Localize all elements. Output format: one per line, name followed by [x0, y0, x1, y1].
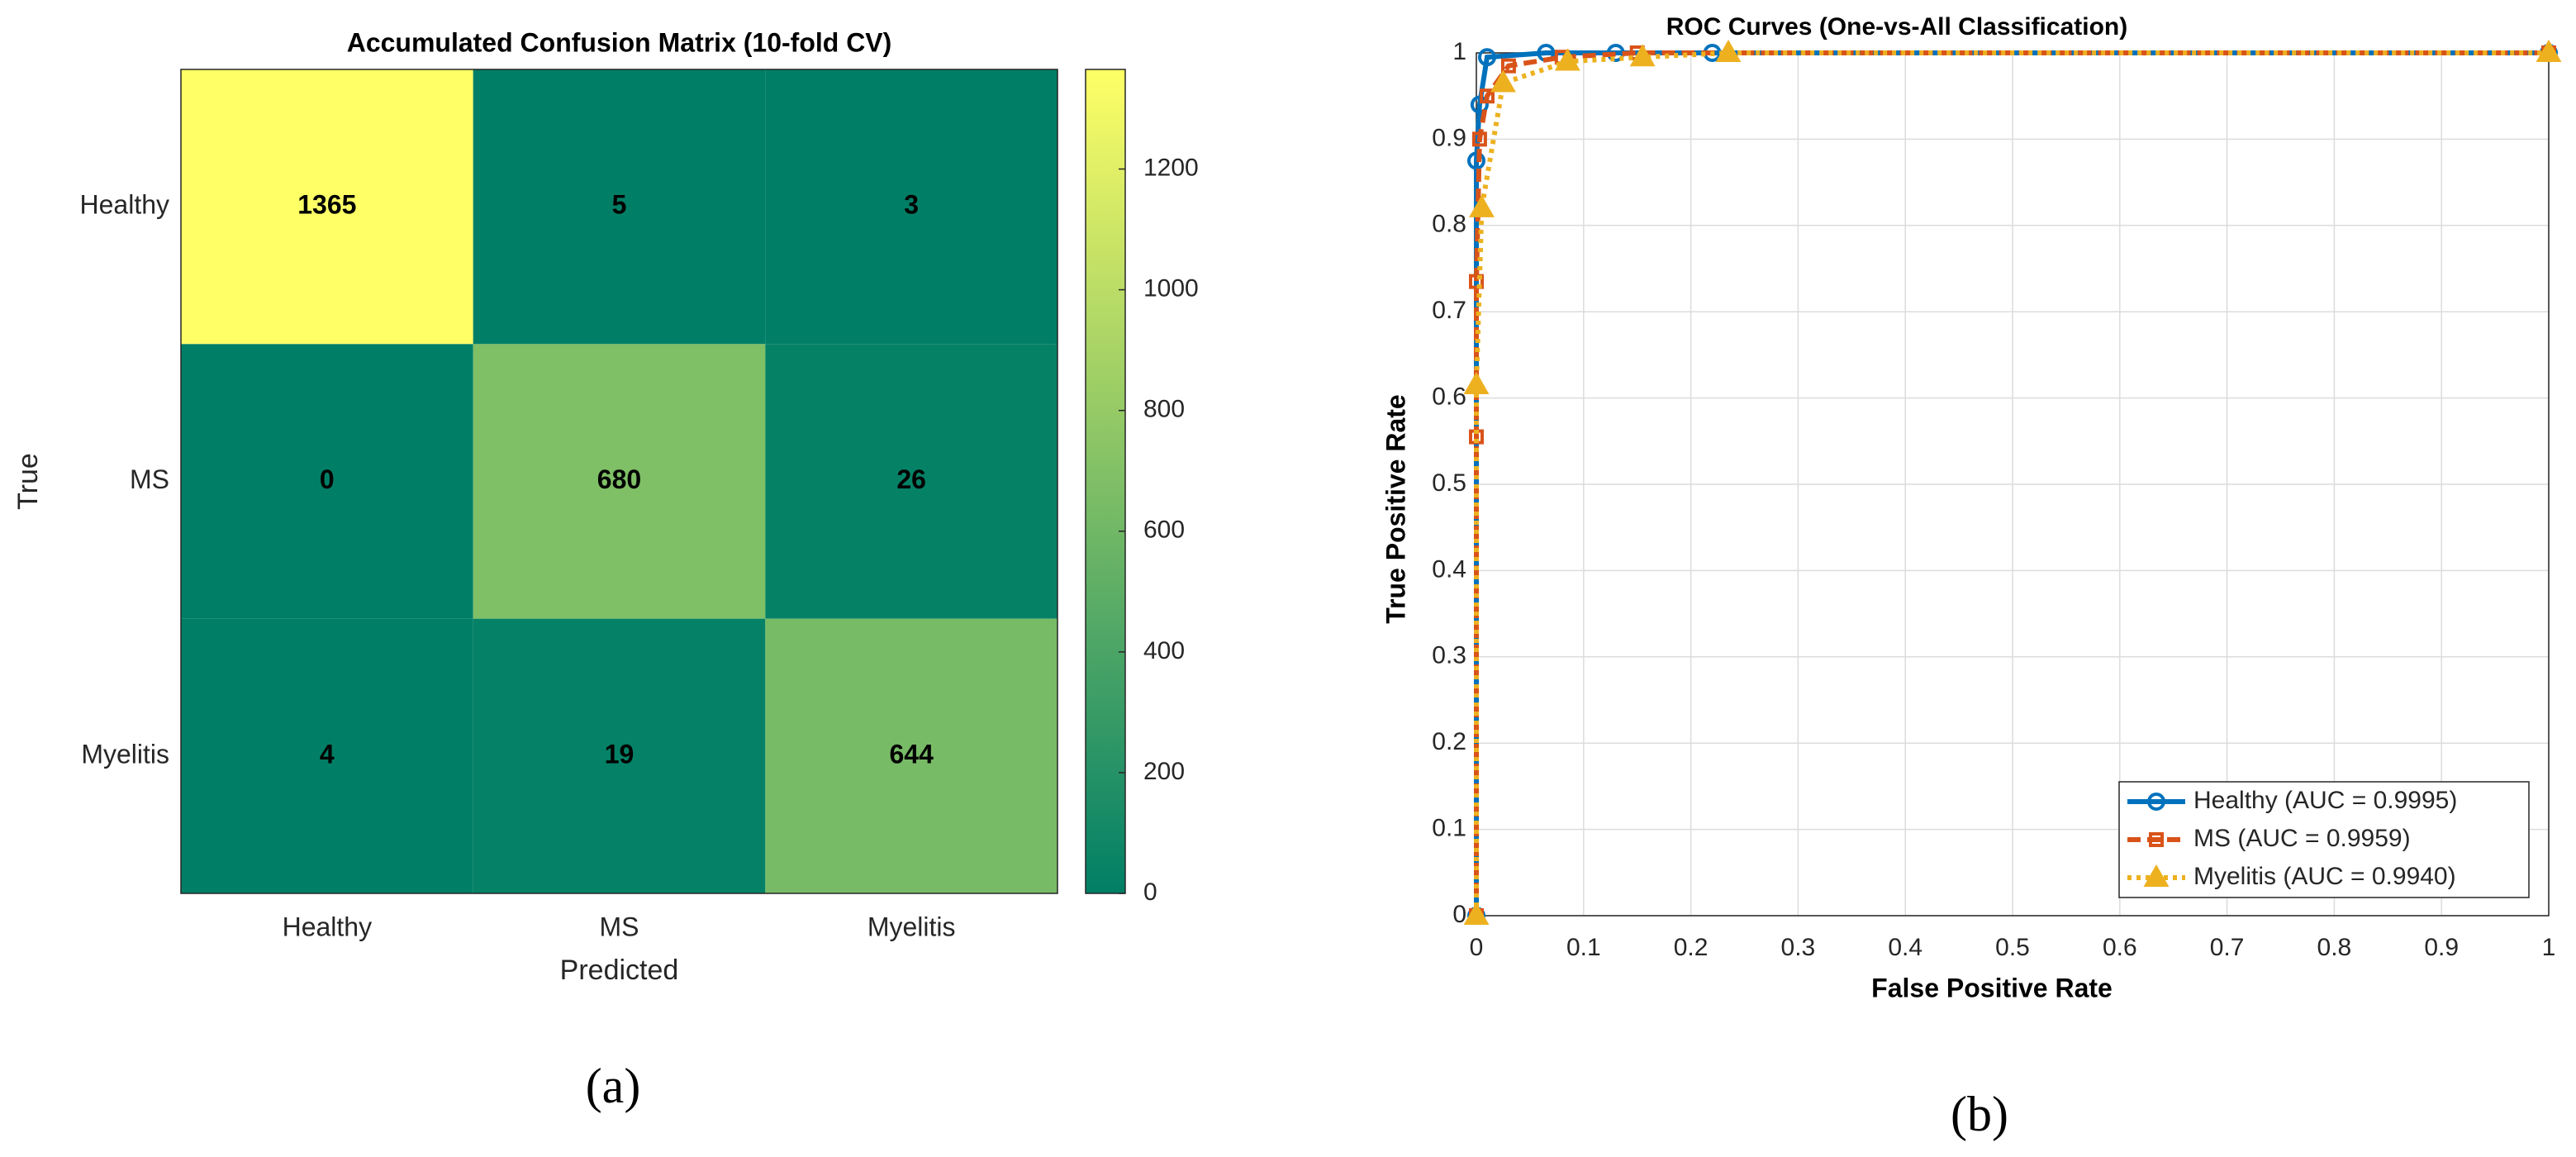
legend-label: Healthy (AUC = 0.9995): [2193, 787, 2457, 814]
chart-title: ROC Curves (One-vs-All Classification): [1666, 13, 2127, 40]
marker: [1477, 48, 1496, 67]
legend-box: [2118, 781, 2530, 898]
x-tick-label: 0.9: [2424, 934, 2459, 961]
marker: [1479, 88, 1495, 104]
colorbar-tick-label: 1000: [1143, 275, 1199, 302]
heatmap-cell: [765, 69, 1057, 345]
colorbar-tick-label: 400: [1143, 637, 1185, 664]
y-tick-label: 0.7: [1432, 297, 1466, 324]
x-axis-label: False Positive Rate: [1871, 973, 2113, 1002]
legend-label: MS (AUC = 0.9959): [2193, 825, 2411, 852]
x-tick-label: 0.6: [2103, 934, 2137, 961]
cell-label: 680: [597, 464, 641, 494]
cell-label: 4: [320, 739, 335, 769]
marker: [1470, 95, 1489, 114]
x-tick-label: 0.4: [1888, 934, 1922, 961]
x-tick-label: 0.8: [2317, 934, 2352, 961]
marker: [1715, 39, 1742, 62]
colorbar-tick-label: 0: [1143, 878, 1157, 906]
cell-label: 5: [612, 190, 627, 220]
y-tick-label: 0.4: [1432, 555, 1466, 583]
marker: [1490, 69, 1516, 93]
y-tick-label: 0.5: [1432, 469, 1466, 497]
x-tick-label: Healthy: [283, 912, 373, 941]
x-tick-label: 1: [2542, 934, 2556, 961]
heatmap-cell: [181, 618, 473, 893]
heatmap-cell: [473, 618, 766, 893]
axes-box: [180, 69, 1058, 894]
marker: [1469, 274, 1484, 289]
cell-label: 3: [904, 190, 919, 220]
y-axis-label: True Positive Rate: [1381, 394, 1410, 623]
y-tick-label: Myelitis: [81, 739, 169, 769]
heatmap-cell: [765, 618, 1057, 893]
marker: [1469, 194, 1495, 217]
y-axis-label: True: [12, 453, 44, 510]
y-tick-label: 0.9: [1432, 124, 1466, 151]
roc-line: [1474, 50, 2549, 916]
cell-label: 1365: [297, 190, 356, 220]
heatmap-cell: [473, 344, 766, 619]
heatmap-cell: [181, 344, 473, 619]
x-tick-label: 0.5: [1995, 934, 2030, 961]
heatmap-cell: [765, 344, 1057, 619]
y-tick-label: Healthy: [80, 190, 170, 220]
x-tick-label: 0.3: [1781, 934, 1816, 961]
x-tick-label: 0.7: [2210, 934, 2245, 961]
marker: [1463, 371, 1490, 394]
colorbar-tick-label: 1200: [1143, 154, 1199, 181]
heatmap-cell: [473, 69, 766, 345]
y-tick-label: 0.2: [1432, 728, 1466, 755]
roc-line: [1474, 50, 2549, 916]
marker: [1629, 44, 1656, 67]
marker: [1554, 48, 1580, 71]
colorbar-tick-label: 600: [1143, 517, 1185, 544]
x-axis-label: Predicted: [560, 955, 679, 986]
cell-label: 0: [320, 464, 335, 494]
x-tick-label: 0: [1470, 934, 1484, 961]
marker: [1471, 131, 1487, 147]
cell-label: 644: [889, 739, 934, 769]
colorbar-tick-label: 200: [1143, 758, 1185, 785]
x-tick-label: Myelitis: [867, 912, 956, 941]
cell-label: 26: [896, 464, 926, 494]
x-tick-label: 0.2: [1674, 934, 1709, 961]
colorbar: [1085, 69, 1126, 894]
colorbar-tick-label: 800: [1143, 396, 1185, 423]
y-tick-label: 0.6: [1432, 383, 1466, 411]
y-tick-label: 0.8: [1432, 211, 1466, 238]
chart-title: Accumulated Confusion Matrix (10-fold CV…: [347, 27, 892, 57]
cell-label: 19: [605, 739, 634, 769]
y-tick-label: MS: [130, 464, 169, 494]
legend-marker: [2143, 864, 2170, 887]
x-tick-label: MS: [600, 912, 639, 941]
legend-marker: [2147, 793, 2165, 811]
y-tick-label: 0.3: [1432, 642, 1466, 669]
y-tick-label: 1: [1452, 38, 1466, 65]
legend-label: Myelitis (AUC = 0.9940): [2193, 863, 2456, 890]
y-tick-label: 0.1: [1432, 815, 1466, 842]
legend-marker: [2149, 832, 2164, 847]
marker: [1467, 151, 1485, 170]
x-tick-label: 0.1: [1566, 934, 1601, 961]
marker: [1500, 58, 1516, 74]
y-tick-label: 0: [1452, 901, 1466, 928]
heatmap-cell: [181, 69, 473, 345]
marker: [2536, 39, 2562, 62]
panel-label: (b): [1951, 1087, 2008, 1141]
panel-label: (a): [586, 1059, 641, 1113]
marker: [1463, 902, 1490, 925]
